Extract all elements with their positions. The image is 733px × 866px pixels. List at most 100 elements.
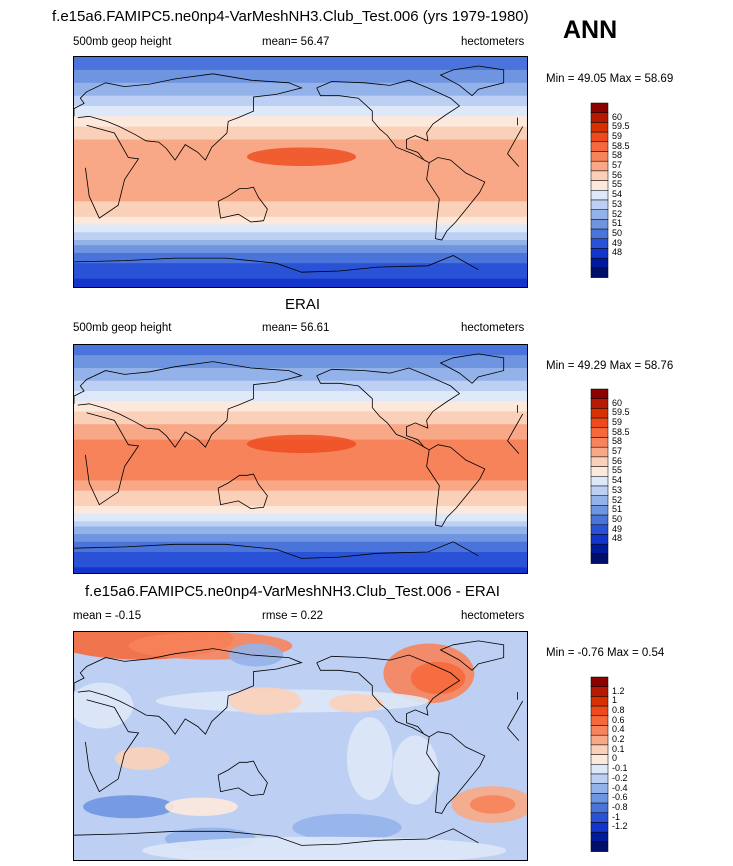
field-band xyxy=(74,175,527,179)
coastline-path xyxy=(439,640,505,671)
diff-anomaly-blob xyxy=(292,813,402,842)
field-band xyxy=(74,209,527,213)
field-band xyxy=(74,232,527,236)
colorbar-box xyxy=(590,466,609,477)
colorbar-box xyxy=(590,199,609,210)
field-band xyxy=(74,365,527,369)
colorbar-box xyxy=(590,812,609,823)
colorbar-tick-label: 0 xyxy=(612,753,618,764)
colorbar-tick-label: 58.5 xyxy=(612,140,630,151)
colorbar-box xyxy=(590,696,609,707)
colorbar-box xyxy=(590,725,609,736)
field-band xyxy=(74,255,527,259)
field-band xyxy=(74,401,527,405)
colorbar-box xyxy=(590,822,609,833)
main-title: f.e15a6.FAMIPC5.ne0np4-VarMeshNH3.Club_T… xyxy=(52,8,529,25)
field-band xyxy=(74,252,527,257)
field-band xyxy=(74,419,527,423)
field-band xyxy=(74,403,527,407)
coastline-path xyxy=(316,367,461,451)
colorbar-tick-label: 53 xyxy=(612,484,623,495)
field-band xyxy=(74,493,527,497)
field-band xyxy=(74,347,527,351)
field-band xyxy=(74,523,527,528)
panel1-mean-label: mean= 56.47 xyxy=(262,36,330,48)
coastline-path xyxy=(74,361,518,448)
colorbar-tick-label: 58.5 xyxy=(612,426,630,437)
field-band xyxy=(74,411,527,415)
field-band xyxy=(74,240,527,244)
field-band xyxy=(74,87,527,92)
colorbar-box xyxy=(590,417,609,429)
colorbar-box xyxy=(590,456,609,467)
field-band xyxy=(74,431,527,436)
field-band xyxy=(74,516,527,520)
field-band xyxy=(74,373,527,377)
field-band xyxy=(74,485,527,489)
field-band xyxy=(74,95,527,99)
field-band xyxy=(74,283,527,287)
coastline-path xyxy=(85,699,524,793)
panel3-minmax: Min = -0.76 Max = 0.54 xyxy=(546,647,665,659)
field-band xyxy=(74,357,527,361)
field-band xyxy=(74,406,527,410)
field-band xyxy=(74,460,527,464)
field-band xyxy=(74,467,527,471)
coastline-path xyxy=(74,828,479,846)
field-band xyxy=(74,250,527,254)
diff-anomaly-blob xyxy=(165,797,238,816)
colorbar-box xyxy=(590,398,609,409)
panel1-left-label: 500mb geop height xyxy=(73,36,172,48)
coastline-path xyxy=(217,473,268,510)
diff-anomaly-blob xyxy=(142,836,507,860)
panel2-left-label: 500mb geop height xyxy=(73,322,172,334)
field-band xyxy=(74,270,527,275)
colorbar-box xyxy=(590,170,609,181)
coastline-path xyxy=(439,353,505,384)
diff-anomaly-blob xyxy=(328,694,384,713)
field-band xyxy=(74,562,527,566)
colorbar-box xyxy=(590,744,609,755)
colorbar-box xyxy=(590,228,609,240)
coastline-path xyxy=(439,65,505,97)
field-band xyxy=(74,500,527,505)
coastline-path xyxy=(316,654,461,738)
colorbar-box xyxy=(590,190,609,201)
field-band xyxy=(74,391,527,395)
field-band xyxy=(74,196,527,200)
field-band xyxy=(74,206,527,210)
colorbar-box xyxy=(590,715,609,726)
colorbar-box xyxy=(590,408,609,419)
field-band xyxy=(74,503,527,507)
field-band xyxy=(74,380,527,384)
field-band xyxy=(74,126,527,130)
colorbar-tick-label: 58 xyxy=(612,150,623,161)
field-band xyxy=(74,224,527,228)
coastline-path xyxy=(316,79,461,164)
field-band xyxy=(74,286,527,287)
field-band xyxy=(74,57,527,61)
panel2-minmax: Min = 49.29 Max = 58.76 xyxy=(546,360,674,372)
colorbar-box xyxy=(590,248,609,259)
field-band xyxy=(74,470,527,474)
diff-anomaly-blob xyxy=(392,735,438,805)
field-band xyxy=(74,64,527,68)
field-band xyxy=(74,549,527,553)
colorbar-box xyxy=(590,831,609,843)
field-band xyxy=(74,188,527,192)
field-band xyxy=(74,557,527,561)
colorbar-box xyxy=(590,151,609,162)
field-band xyxy=(74,508,527,512)
colorbar-tick-label: 59.5 xyxy=(612,407,630,418)
field-band xyxy=(74,567,527,571)
colorbar-box xyxy=(590,705,609,717)
panel1-minmax: Min = 49.05 Max = 58.69 xyxy=(546,73,674,85)
colorbar-box xyxy=(590,676,609,687)
diff-anomaly-blob xyxy=(114,747,170,770)
field-band xyxy=(74,475,527,479)
colorbar-box xyxy=(590,524,609,535)
field-band xyxy=(74,513,527,517)
colorbar-tick-label: 0.4 xyxy=(612,724,625,735)
field-band xyxy=(74,477,527,482)
season-label: ANN xyxy=(563,16,618,44)
